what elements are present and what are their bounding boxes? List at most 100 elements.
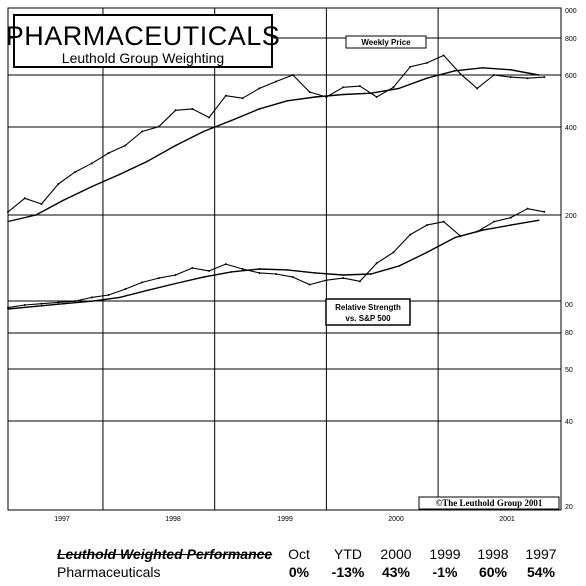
y-tick-label: 000 — [565, 8, 577, 15]
data-point — [141, 130, 144, 133]
series-line-weekly-price-moving-average — [7, 67, 539, 223]
x-tick-label: 1997 — [54, 516, 70, 523]
data-point — [118, 296, 121, 299]
data-point — [537, 74, 540, 76]
data-point — [224, 94, 227, 97]
performance-column-header: 1998 — [477, 546, 509, 562]
data-point — [342, 93, 344, 96]
data-point — [409, 65, 412, 68]
data-point — [63, 199, 65, 201]
performance-value: -13% — [331, 564, 365, 580]
performance-value: 54% — [526, 564, 556, 580]
data-point — [241, 267, 244, 270]
data-point — [208, 269, 211, 272]
data-point — [174, 273, 177, 276]
data-point — [342, 86, 345, 89]
data-point — [90, 162, 93, 165]
performance-data-row: Pharmaceuticals 0% -13% 43% -1% 60% 54% — [0, 564, 586, 582]
data-point — [492, 74, 495, 76]
data-point — [543, 76, 546, 79]
y-tick-label: 40 — [565, 419, 573, 426]
performance-column-header: Oct — [288, 546, 310, 562]
title-box — [13, 14, 273, 68]
right-axis-ticks: 000 800 600 400 200 00 80 50 40 20 — [565, 8, 577, 511]
data-point — [314, 96, 317, 98]
data-point — [370, 273, 372, 275]
data-point — [57, 301, 60, 304]
data-point — [157, 277, 160, 280]
data-point — [57, 183, 60, 186]
chart-subtitle: Leuthold Group Weighting — [62, 50, 224, 66]
data-point — [157, 125, 160, 128]
data-point — [476, 87, 479, 90]
data-point — [442, 220, 445, 223]
data-point — [23, 197, 26, 200]
data-point — [107, 152, 110, 155]
relative-strength-label-box — [325, 298, 411, 326]
series-line-relative-strength — [7, 208, 545, 309]
data-point — [509, 224, 512, 226]
data-point — [459, 72, 462, 75]
data-point — [258, 271, 261, 274]
data-point — [526, 77, 529, 80]
data-point — [325, 279, 328, 282]
performance-value: 60% — [478, 564, 508, 580]
relative-strength-label-line2: vs. S&P 500 — [345, 314, 391, 323]
data-point — [308, 283, 311, 286]
data-point — [454, 70, 456, 72]
value-gridlines — [8, 37, 561, 422]
data-point — [425, 61, 428, 64]
performance-column-header: YTD — [334, 546, 362, 562]
data-point — [191, 266, 194, 269]
data-point — [286, 269, 289, 271]
performance-column-header: 2000 — [380, 546, 412, 562]
relative-strength-label-line1: Relative Strength — [335, 303, 401, 312]
data-point — [107, 294, 110, 297]
data-point — [146, 160, 149, 163]
data-point — [526, 207, 529, 210]
data-point — [275, 272, 278, 275]
data-point — [398, 87, 400, 90]
data-point — [174, 109, 177, 112]
chart-title: PHARMACEUTICALS — [6, 21, 281, 51]
data-point — [23, 304, 26, 306]
data-point — [224, 263, 227, 266]
performance-value: 0% — [288, 564, 310, 580]
data-point — [124, 288, 127, 291]
data-point — [124, 144, 127, 147]
data-point — [314, 272, 317, 274]
data-point — [509, 216, 512, 219]
data-point — [35, 214, 37, 216]
data-point — [7, 220, 9, 223]
x-axis-ticks: 1997 1998 1999 2000 2001 — [54, 516, 515, 523]
weekly-price-label-box — [345, 35, 427, 49]
data-point — [375, 95, 378, 98]
performance-header-label: Leuthold Weighted Performance — [57, 546, 273, 562]
data-point — [174, 282, 177, 285]
data-point — [454, 236, 456, 239]
performance-table: Leuthold Weighted Performance Oct YTD 20… — [0, 540, 586, 586]
data-point — [492, 220, 495, 223]
data-point — [409, 233, 412, 236]
performance-row-label: Pharmaceuticals — [57, 564, 161, 580]
data-point — [7, 306, 9, 309]
y-tick-label: 200 — [565, 213, 577, 220]
performance-column-header: 1999 — [429, 546, 461, 562]
copyright-text: ©The Leuthold Group 2001 — [436, 498, 543, 508]
data-point — [202, 276, 205, 278]
x-tick-label: 2001 — [499, 516, 515, 523]
data-point — [241, 97, 244, 100]
data-point — [509, 76, 512, 79]
data-point — [426, 251, 428, 254]
data-point — [275, 80, 278, 83]
performance-header-row: Leuthold Weighted Performance Oct YTD 20… — [0, 546, 586, 564]
y-tick-label: 800 — [565, 36, 577, 43]
y-tick-label: 400 — [565, 125, 577, 132]
data-point — [7, 308, 9, 310]
data-point — [358, 280, 361, 283]
data-point — [291, 74, 294, 76]
data-point — [90, 296, 93, 299]
data-point — [481, 229, 484, 231]
data-point — [208, 116, 211, 119]
performance-value: -1% — [432, 564, 458, 580]
